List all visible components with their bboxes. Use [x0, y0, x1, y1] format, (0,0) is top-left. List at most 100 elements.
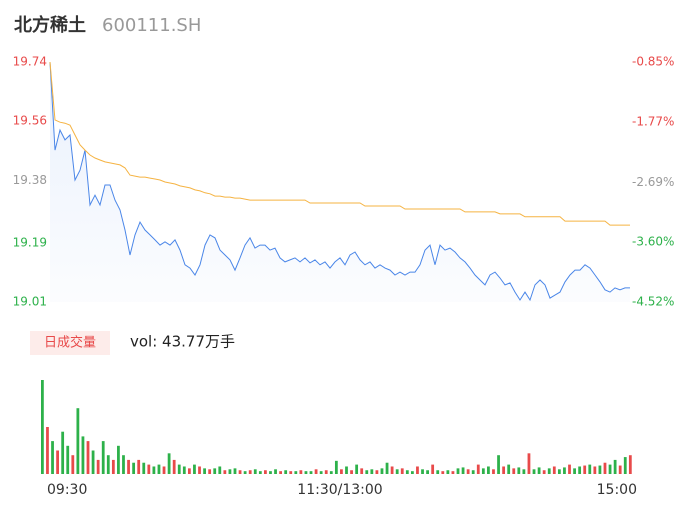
volume-bar — [248, 470, 252, 474]
volume-bar — [507, 464, 511, 474]
volume-bar — [527, 453, 531, 474]
volume-bar — [613, 459, 617, 474]
volume-bar — [81, 436, 85, 474]
volume-bar — [228, 469, 232, 474]
y-tick-label: 19.38 — [13, 173, 47, 187]
volume-bar — [426, 470, 429, 474]
volume-bar — [198, 466, 201, 474]
volume-bar — [400, 468, 404, 474]
volume-bar — [623, 457, 627, 474]
volume-bar — [552, 466, 556, 474]
price-area — [50, 62, 630, 302]
volume-bar — [91, 450, 95, 474]
volume-bar — [537, 467, 541, 474]
volume-bar — [177, 464, 181, 474]
volume-bar — [203, 468, 206, 474]
volume-bar — [51, 441, 54, 474]
volume-bar — [71, 455, 75, 474]
volume-bar — [573, 468, 576, 474]
volume-bar — [122, 455, 125, 474]
volume-bar — [360, 468, 364, 474]
volume-bar — [416, 466, 419, 474]
volume-bar — [618, 465, 622, 474]
volume-bar — [390, 466, 394, 474]
y2-tick-label: -4.52% — [632, 295, 674, 309]
volume-bar — [162, 466, 166, 474]
volume-bar — [41, 380, 44, 474]
volume-bar — [157, 464, 161, 474]
volume-bar — [385, 462, 389, 474]
volume-bar — [350, 470, 353, 474]
volume-bar — [547, 468, 551, 474]
volume-bar — [56, 450, 59, 474]
volume-bar — [492, 469, 495, 474]
volume-bar — [355, 464, 359, 474]
volume-bar — [471, 470, 475, 474]
volume-bar — [532, 469, 536, 474]
volume-bar — [269, 471, 272, 474]
volume-bar — [289, 471, 293, 474]
volume-bar — [340, 469, 343, 474]
volume-bar — [517, 467, 521, 474]
volume-bar — [588, 464, 592, 474]
volume-bar — [167, 453, 171, 474]
volume-bar — [218, 466, 222, 474]
y-tick-label: 19.56 — [13, 114, 47, 128]
volume-bar — [466, 469, 470, 474]
x-tick-label: 11:30/13:00 — [297, 482, 382, 498]
volume-bar — [578, 466, 582, 474]
volume-bar — [208, 469, 212, 474]
volume-bar — [314, 469, 318, 474]
volume-bar — [608, 464, 612, 474]
volume-bar — [96, 459, 100, 474]
volume-bar — [456, 468, 460, 474]
volume-bar — [258, 471, 262, 474]
volume-bar — [370, 469, 374, 474]
price-line — [49, 61, 630, 302]
volume-bar — [568, 464, 571, 474]
volume-bar — [497, 455, 500, 474]
volume-bar — [487, 466, 490, 474]
volume-bar — [405, 470, 409, 474]
volume-bar — [213, 468, 217, 474]
volume-bar — [233, 468, 237, 474]
volume-bar — [223, 470, 227, 474]
volume-label-bg — [30, 331, 110, 355]
volume-bar — [309, 471, 313, 474]
volume-bar — [461, 467, 465, 474]
x-tick-label: 09:30 — [47, 482, 87, 498]
volume-bar — [481, 468, 485, 474]
x-tick-label: 15:00 — [597, 482, 637, 498]
volume-bar — [182, 466, 186, 474]
volume-bar — [132, 462, 136, 474]
volume-bar — [86, 441, 90, 474]
volume-bar — [598, 465, 602, 474]
volume-bar — [304, 471, 308, 474]
volume-bar — [106, 455, 110, 474]
volume-bar — [147, 464, 151, 474]
volume-bar — [253, 469, 257, 474]
volume-bar — [329, 471, 333, 474]
volume-bar — [421, 469, 424, 474]
volume-bar — [319, 471, 323, 474]
volume-bar — [324, 470, 328, 474]
volume-bar — [502, 466, 506, 474]
volume-bar — [187, 468, 191, 474]
volume-bar — [279, 471, 283, 474]
volume-bar — [436, 470, 440, 474]
volume-bar — [476, 464, 480, 474]
volume-bar — [66, 445, 70, 474]
y2-tick-label: -1.77% — [632, 115, 674, 129]
volume-bar — [365, 470, 369, 474]
volume-bar — [395, 469, 399, 474]
volume-bar — [431, 464, 435, 474]
volume-bar — [46, 427, 49, 474]
volume-bar — [137, 459, 141, 474]
volume-bar — [593, 466, 597, 474]
volume-bar — [557, 469, 561, 474]
volume-bar — [446, 470, 450, 474]
volume-bar — [410, 471, 414, 474]
volume-bar — [512, 468, 516, 474]
